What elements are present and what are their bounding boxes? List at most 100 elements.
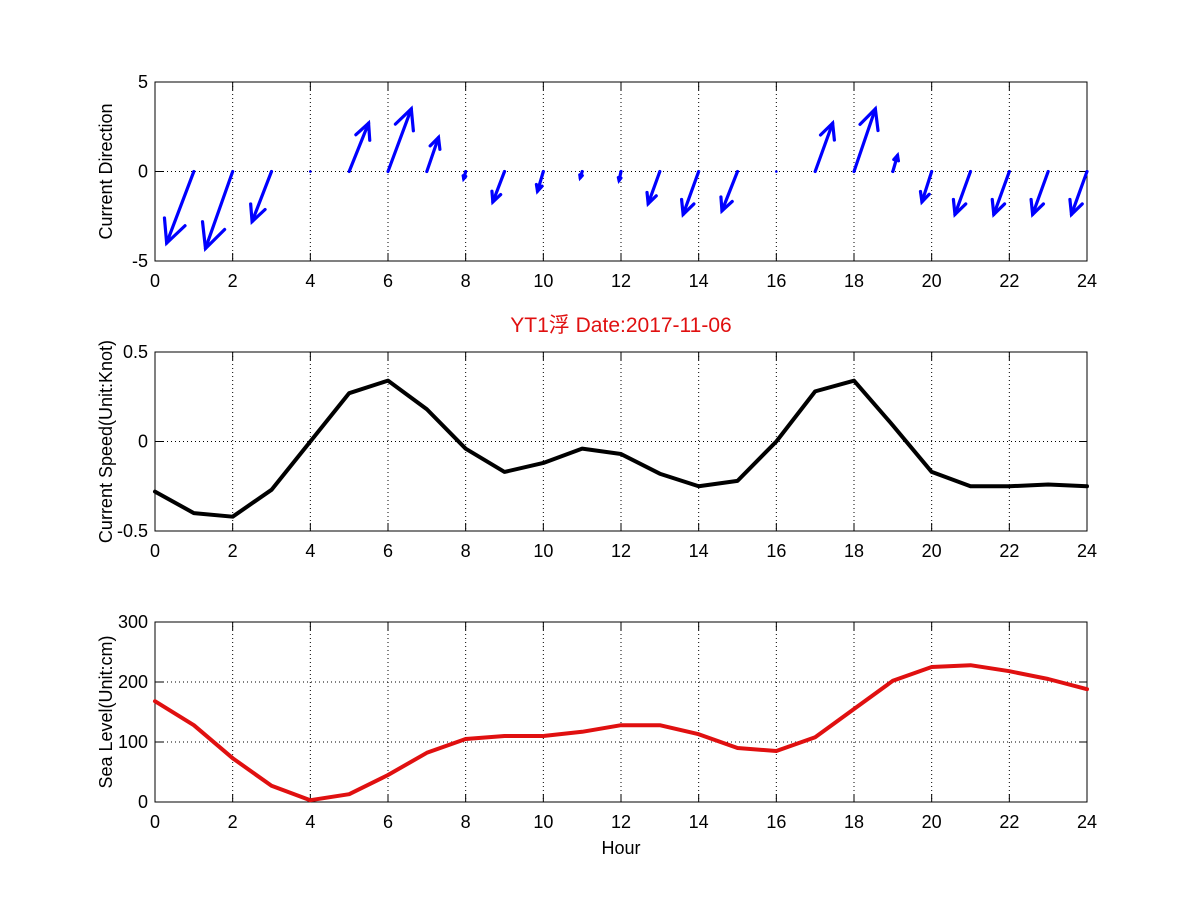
direction-arrow-head (951, 197, 968, 218)
sea-level-ytick-label: 100 (118, 732, 148, 752)
direction-arrow-head (578, 173, 584, 182)
direction-arrow-head (162, 216, 187, 247)
direction-arrow (813, 119, 836, 174)
sea-level-xtick-label: 20 (922, 812, 942, 832)
direction-arrow (200, 169, 235, 252)
direction-arrow-head (393, 105, 415, 133)
speed-xtick-label: 12 (611, 541, 631, 561)
direction-arrow-shaft (165, 169, 196, 245)
speed-xtick-label: 18 (844, 541, 864, 561)
sea-level-xtick-label: 10 (533, 812, 553, 832)
sea-level-ytick-label: 300 (118, 612, 148, 632)
direction-arrow-dot (775, 170, 778, 173)
direction-arrow-head (200, 220, 227, 252)
direction-arrow (1029, 169, 1050, 218)
direction-arrow (990, 169, 1011, 218)
sea-level-y-axis-label: Sea Level(Unit:cm) (96, 635, 116, 788)
direction-arrow (645, 169, 662, 208)
speed-xtick-label: 24 (1077, 541, 1097, 561)
direction-arrow-shaft (953, 169, 973, 217)
direction-arrow (162, 169, 196, 247)
direction-arrow-head (892, 151, 901, 163)
direction-arrow-shaft (1031, 169, 1050, 217)
direction-arrow (425, 134, 442, 174)
direction-ytick-label: 5 (138, 72, 148, 92)
direction-arrow-shaft (203, 169, 235, 251)
direction-arrow-head (858, 105, 880, 133)
direction-arrow-shaft (425, 135, 441, 174)
direction-arrow-head (428, 134, 442, 151)
sea-level-xtick-label: 0 (150, 812, 160, 832)
direction-arrow-head (818, 119, 836, 142)
sea-level-xtick-label: 6 (383, 812, 393, 832)
direction-arrow (490, 169, 507, 206)
speed-xtick-label: 4 (305, 541, 315, 561)
x-axis-label: Hour (601, 838, 640, 858)
direction-arrow-shaft (1069, 169, 1089, 217)
direction-arrow (951, 169, 973, 218)
direction-xtick-label: 2 (228, 271, 238, 291)
sea-level-xtick-label: 4 (305, 812, 315, 832)
direction-arrow (719, 169, 740, 215)
direction-arrow-head (1068, 197, 1084, 218)
direction-xtick-label: 10 (533, 271, 553, 291)
direction-ytick-label: 0 (138, 162, 148, 182)
figure-title: YT1浮 Date:2017-11-06 (510, 314, 731, 337)
sea-level-xtick-label: 8 (461, 812, 471, 832)
speed-xtick-label: 8 (461, 541, 471, 561)
speed-xtick-label: 20 (922, 541, 942, 561)
direction-xtick-label: 20 (922, 271, 942, 291)
direction-arrow-shaft (681, 169, 701, 217)
sea-level-xtick-label: 24 (1077, 812, 1097, 832)
direction-xtick-label: 14 (689, 271, 709, 291)
direction-xtick-label: 8 (461, 271, 471, 291)
direction-arrow-shaft (852, 107, 877, 174)
direction-xtick-label: 0 (150, 271, 160, 291)
direction-xtick-label: 6 (383, 271, 393, 291)
direction-arrow (249, 169, 274, 226)
direction-arrow (679, 169, 701, 218)
direction-arrow-dot (309, 170, 312, 173)
speed-xtick-label: 6 (383, 541, 393, 561)
direction-arrow (616, 169, 623, 185)
direction-xtick-label: 12 (611, 271, 631, 291)
sea-level-xtick-label: 18 (844, 812, 864, 832)
direction-arrow-head (918, 189, 931, 206)
direction-y-axis-label: Current Direction (96, 103, 116, 239)
direction-arrow-head (354, 119, 372, 142)
direction-arrow-head (490, 189, 503, 206)
direction-arrow (461, 169, 468, 183)
direction-arrow-head (534, 182, 544, 195)
direction-arrow (347, 119, 372, 174)
speed-xtick-label: 14 (689, 541, 709, 561)
direction-arrow (891, 151, 901, 174)
sea-level-xtick-label: 2 (228, 812, 238, 832)
direction-arrow (775, 170, 778, 173)
direction-arrow (852, 105, 880, 174)
speed-xtick-label: 10 (533, 541, 553, 561)
direction-arrow-head (645, 190, 658, 208)
speed-xtick-label: 16 (766, 541, 786, 561)
speed-xtick-label: 22 (999, 541, 1019, 561)
sea-level-ytick-label: 0 (138, 792, 148, 812)
direction-xtick-label: 16 (766, 271, 786, 291)
direction-arrow (918, 169, 934, 206)
direction-arrow-shaft (920, 169, 934, 204)
direction-arrow-shaft (250, 169, 274, 224)
direction-arrow-head (1029, 197, 1046, 218)
direction-arrow-head (990, 197, 1007, 218)
direction-arrow (309, 170, 312, 173)
direction-arrow (578, 169, 584, 182)
direction-arrow-head (719, 195, 734, 215)
direction-arrow-head (616, 175, 623, 185)
direction-arrow-shaft (347, 121, 371, 174)
speed-ytick-label: -0.5 (117, 521, 148, 541)
direction-xtick-label: 22 (999, 271, 1019, 291)
speed-ytick-label: 0 (138, 432, 148, 452)
direction-arrow-shaft (491, 169, 507, 204)
direction-arrow-shaft (992, 169, 1011, 217)
